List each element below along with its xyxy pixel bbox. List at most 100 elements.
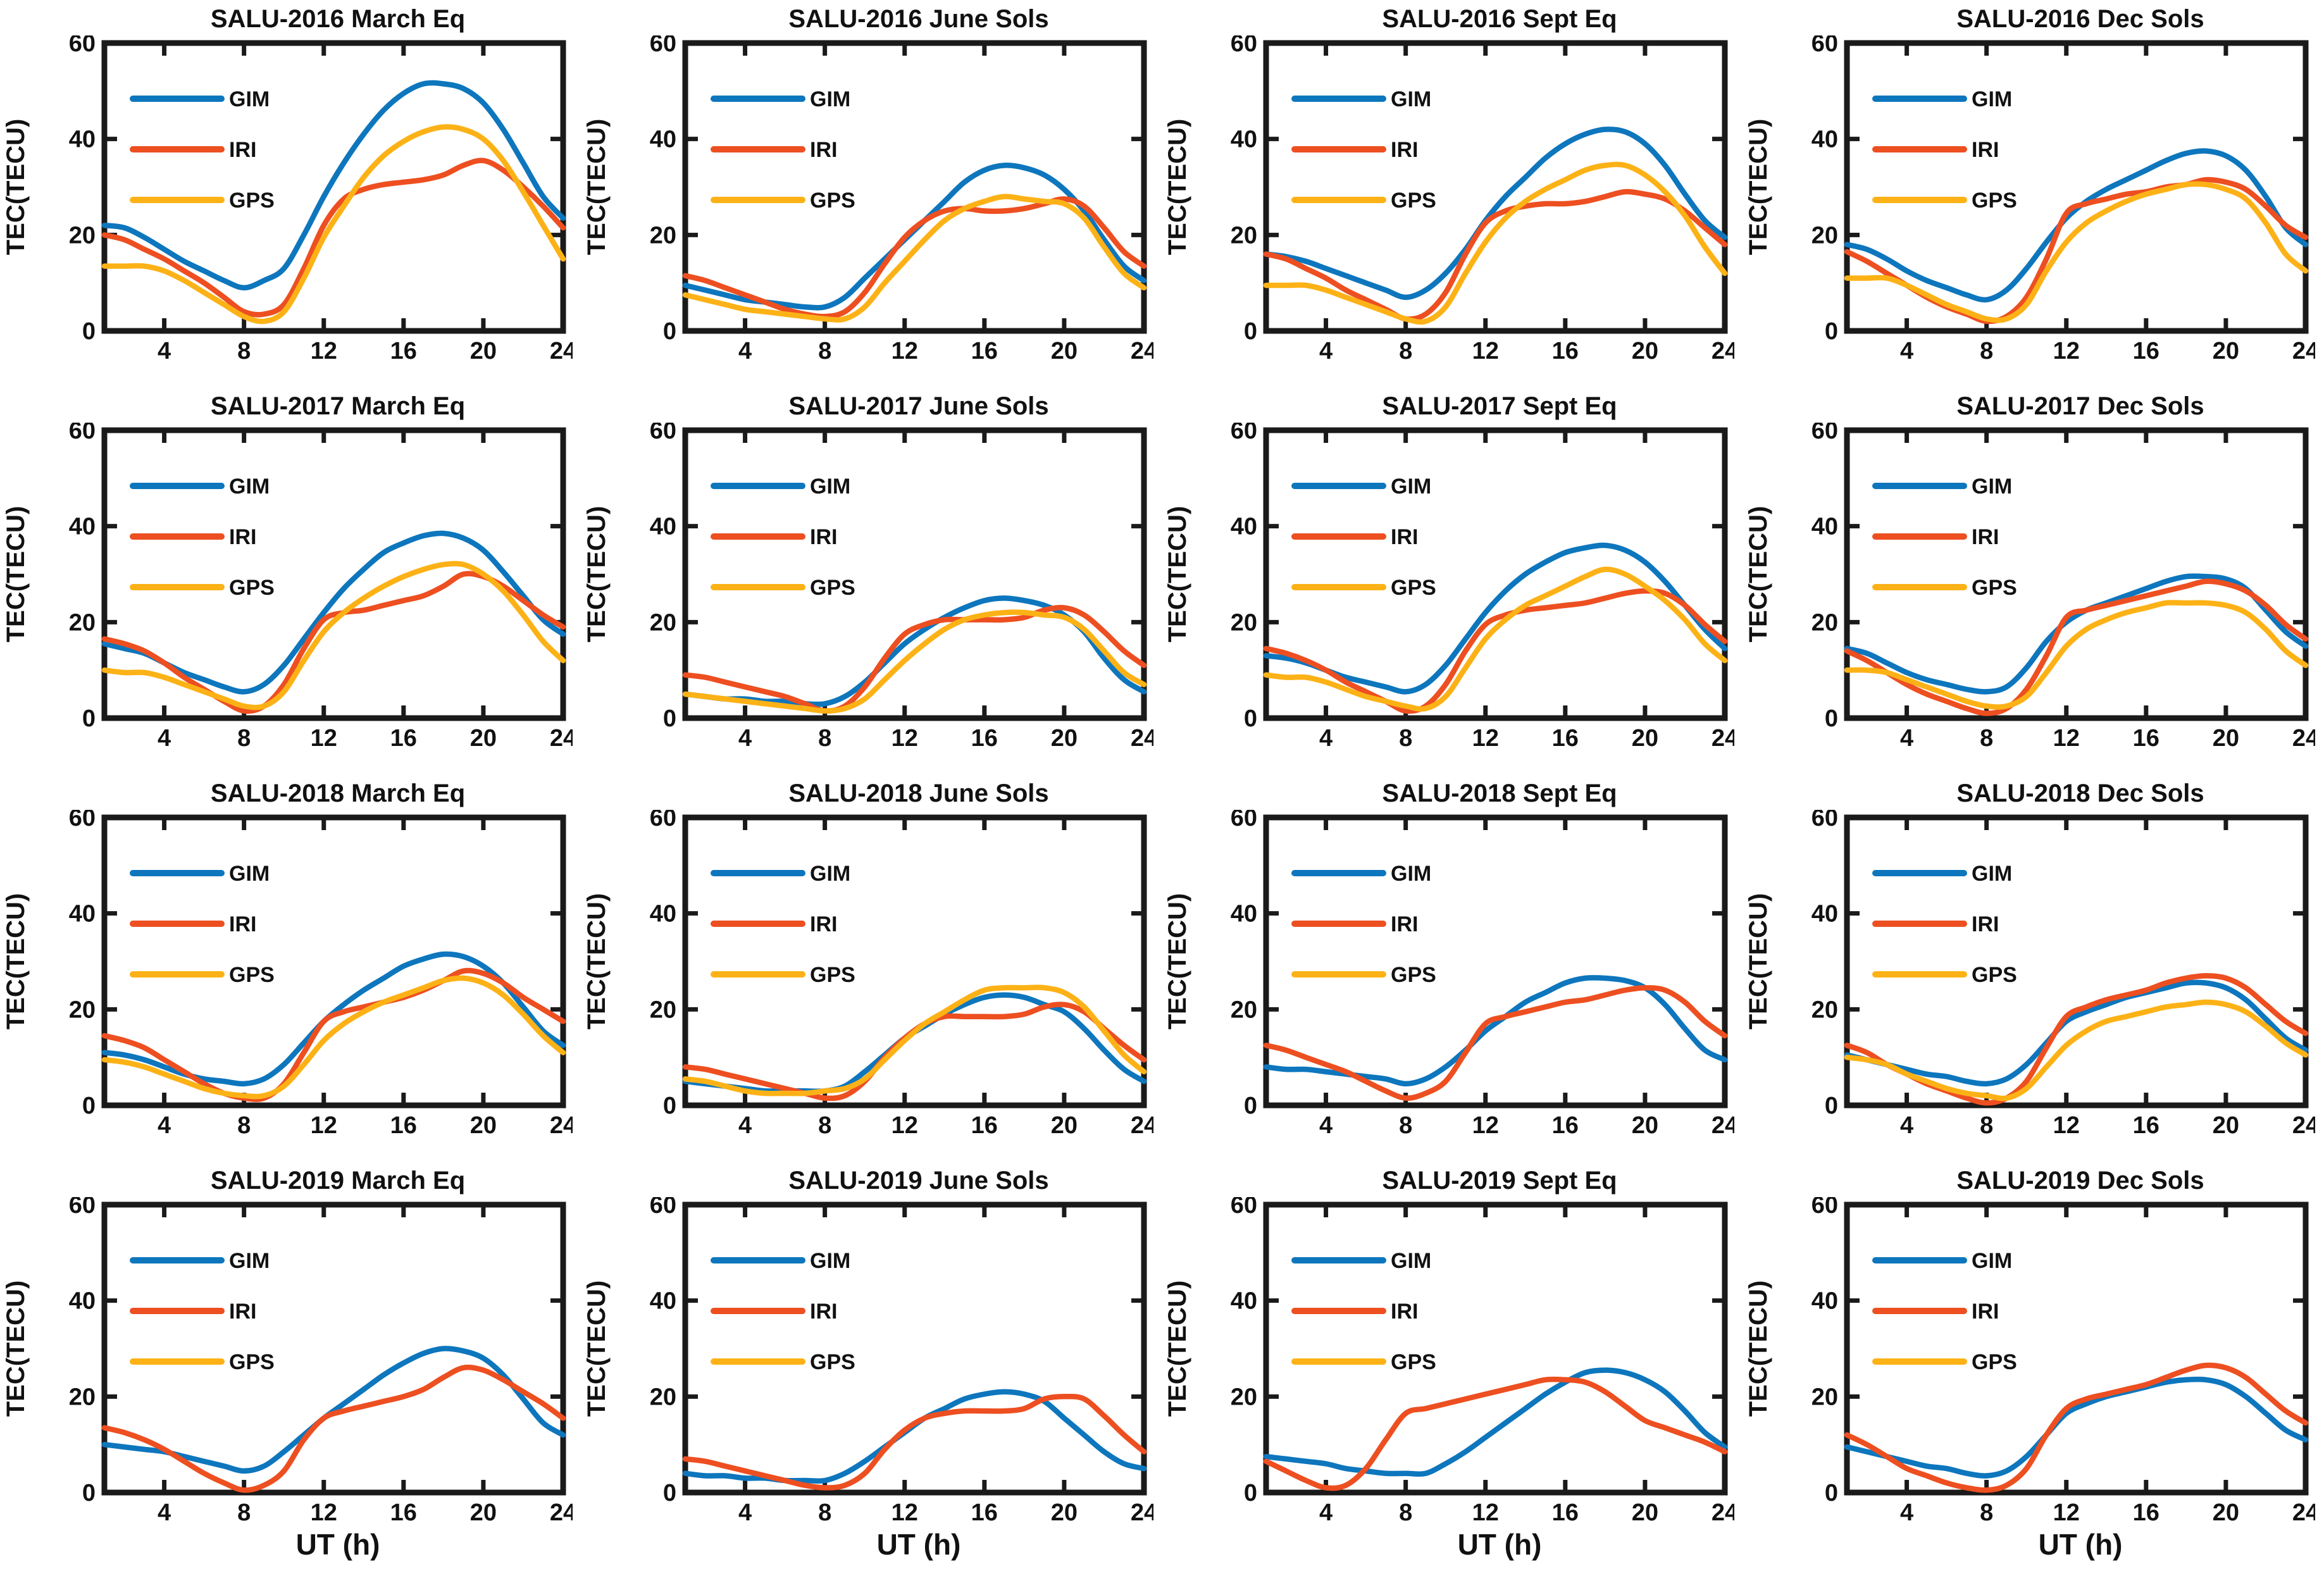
- legend-label: GIM: [1972, 862, 2012, 886]
- x-tick-label: 12: [2053, 1499, 2080, 1526]
- legend-label: IRI: [1972, 1300, 1999, 1324]
- x-tick-label: 12: [892, 1112, 918, 1139]
- panel-title: SALU-2016 Sept Eq: [1382, 5, 1617, 33]
- x-tick-label: 4: [1319, 338, 1333, 364]
- x-tick-label: 16: [2133, 725, 2159, 752]
- legend-label: GIM: [810, 475, 850, 499]
- legend-label: IRI: [1391, 138, 1418, 162]
- legend-label: GIM: [229, 862, 270, 886]
- x-tick-label: 20: [2213, 725, 2239, 752]
- x-tick-label: 24: [550, 1499, 573, 1526]
- tec-line-chart: 4 8 12 16 20 24 0 20 40 60 TEC(TECU) GIM IRI GPS: [583, 35, 1153, 364]
- x-tick-label: 4: [738, 1112, 752, 1139]
- y-tick-label: 60: [69, 423, 96, 444]
- y-tick-label: 20: [650, 1384, 676, 1410]
- panel-title: SALU-2017 June Sols: [788, 392, 1049, 420]
- legend-label: GPS: [810, 189, 855, 213]
- x-tick-label: 8: [1399, 1499, 1412, 1526]
- y-tick-label: 40: [69, 901, 96, 928]
- chart-panel: SALU-2018 March Eq 4 8 12 16 20 24 0 20 40 60 TEC(T…: [0, 777, 581, 1164]
- y-tick-label: 40: [1231, 127, 1257, 153]
- iri-line: [101, 158, 566, 318]
- x-tick-label: 16: [2133, 1499, 2159, 1526]
- x-tick-label: 16: [390, 1112, 417, 1139]
- x-tick-label: 16: [1552, 1112, 1579, 1139]
- x-tick-label: 8: [818, 1112, 831, 1139]
- gps-line: [682, 609, 1147, 714]
- iri-line: [101, 571, 566, 714]
- y-tick-label: 60: [650, 810, 676, 831]
- gps-line: [1263, 566, 1728, 712]
- y-tick-label: 20: [650, 222, 676, 249]
- panel-title: SALU-2016 March Eq: [210, 5, 466, 33]
- x-tick-label: 16: [971, 1499, 998, 1526]
- y-tick-label: 0: [1825, 1480, 1838, 1506]
- y-tick-label: 60: [1231, 35, 1257, 57]
- chart-panel: SALU-2017 Dec Sols 4 8 12 16 20 24 0 20 40 60 TEC(T…: [1743, 390, 2323, 777]
- tec-line-chart: 4 8 12 16 20 24 0 20 40 60 TEC(TECU) GIM IRI GPS: [1164, 423, 1734, 752]
- y-axis-label: TEC(TECU): [1744, 893, 1772, 1030]
- y-tick-label: 20: [1231, 222, 1257, 249]
- y-tick-label: 20: [69, 609, 96, 636]
- legend-label: GPS: [1391, 963, 1436, 987]
- chart-panel: SALU-2017 March Eq 4 8 12 16 20 24 0 20 40 60 TEC(T…: [0, 390, 581, 777]
- y-tick-label: 40: [1811, 901, 1838, 928]
- y-tick-label: 40: [1231, 901, 1257, 928]
- y-tick-label: 60: [69, 35, 96, 57]
- panel-title: SALU-2018 Sept Eq: [1382, 779, 1617, 807]
- legend-label: IRI: [1391, 912, 1418, 936]
- y-tick-label: 0: [1244, 318, 1257, 345]
- x-tick-label: 8: [818, 338, 831, 364]
- x-tick-label: 8: [237, 338, 251, 364]
- x-tick-label: 20: [2213, 1499, 2239, 1526]
- x-tick-label: 4: [1900, 1112, 1913, 1139]
- x-tick-label: 24: [1131, 725, 1153, 752]
- x-tick-label: 24: [2292, 1499, 2315, 1526]
- x-tick-label: 12: [892, 338, 918, 364]
- iri-line: [682, 196, 1147, 320]
- x-tick-label: 12: [311, 338, 337, 364]
- iri-line: [1263, 1376, 1728, 1491]
- y-tick-label: 0: [82, 705, 96, 732]
- gim-line: [1844, 1376, 2309, 1479]
- x-tick-label: 20: [1051, 725, 1078, 752]
- y-tick-label: 20: [69, 996, 96, 1023]
- y-tick-label: 0: [1825, 705, 1838, 732]
- y-axis-label: TEC(TECU): [1744, 119, 1772, 256]
- gim-line: [1844, 573, 2309, 695]
- y-tick-label: 60: [1811, 423, 1838, 444]
- tec-line-chart: 4 8 12 16 20 24 0 20 40 60 TEC(TECU) GIM IRI GPS: [583, 423, 1153, 752]
- y-tick-label: 20: [1811, 222, 1838, 249]
- x-tick-label: 20: [1632, 725, 1658, 752]
- y-tick-label: 60: [650, 1197, 676, 1219]
- x-tick-label: 12: [2053, 1112, 2080, 1139]
- tec-line-chart: 4 8 12 16 20 24 0 20 40 60 TEC(TECU) GIM IRI GPS: [1744, 1197, 2315, 1526]
- x-axis-label: UT (h): [295, 1528, 380, 1561]
- y-axis-label: TEC(TECU): [583, 506, 611, 643]
- x-tick-label: 24: [1712, 1499, 1734, 1526]
- y-tick-label: 0: [663, 1093, 676, 1119]
- legend-label: IRI: [1972, 912, 1999, 936]
- plot-frame: [1263, 427, 1728, 721]
- y-tick-label: 40: [69, 514, 96, 540]
- y-tick-label: 60: [1811, 1197, 1838, 1219]
- y-tick-label: 40: [650, 901, 676, 928]
- chart-panel: SALU-2018 June Sols 4 8 12 16 20 24 0 20 40 60 TEC(…: [581, 777, 1162, 1164]
- x-tick-label: 12: [1472, 338, 1499, 364]
- tec-line-chart: 4 8 12 16 20 24 0 20 40 60 TEC(TECU) GIM IRI GPS: [1744, 423, 2315, 752]
- legend-label: GPS: [229, 1350, 275, 1374]
- x-tick-label: 4: [738, 725, 752, 752]
- y-tick-label: 60: [69, 1197, 96, 1219]
- x-tick-label: 20: [1632, 338, 1658, 364]
- y-tick-label: 60: [1231, 1197, 1257, 1219]
- y-axis-label: TEC(TECU): [1164, 506, 1191, 643]
- y-tick-label: 40: [1811, 514, 1838, 540]
- x-axis-label: UT (h): [2038, 1528, 2123, 1561]
- plot-frame: [101, 40, 566, 334]
- gim-line: [1263, 542, 1728, 695]
- gps-line: [101, 975, 566, 1100]
- panel-title: SALU-2019 June Sols: [788, 1167, 1049, 1195]
- x-tick-label: 20: [1051, 1499, 1078, 1526]
- x-tick-label: 24: [550, 725, 573, 752]
- x-tick-label: 12: [2053, 725, 2080, 752]
